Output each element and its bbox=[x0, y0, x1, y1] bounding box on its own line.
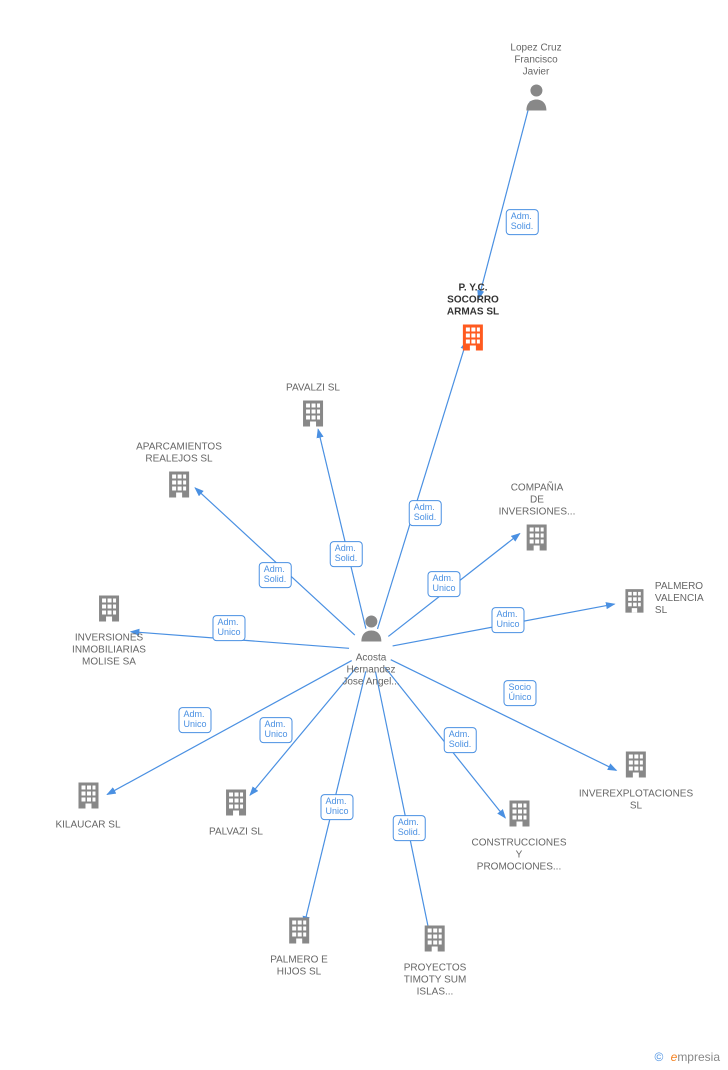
attribution: © empresia bbox=[654, 1050, 720, 1064]
edge-layer bbox=[0, 0, 728, 1070]
brand-rest: mpresia bbox=[677, 1050, 720, 1064]
edge-line bbox=[131, 632, 349, 649]
edge-line bbox=[107, 661, 351, 795]
edge-line bbox=[388, 534, 519, 637]
edge-line bbox=[195, 488, 355, 635]
edge-line bbox=[479, 101, 531, 298]
edge-line bbox=[375, 672, 430, 939]
edge-line bbox=[391, 660, 616, 771]
edge-line bbox=[393, 604, 615, 646]
edge-line bbox=[318, 429, 366, 628]
edge-line bbox=[385, 667, 506, 818]
copyright-symbol: © bbox=[654, 1050, 663, 1064]
edge-line bbox=[304, 671, 366, 924]
